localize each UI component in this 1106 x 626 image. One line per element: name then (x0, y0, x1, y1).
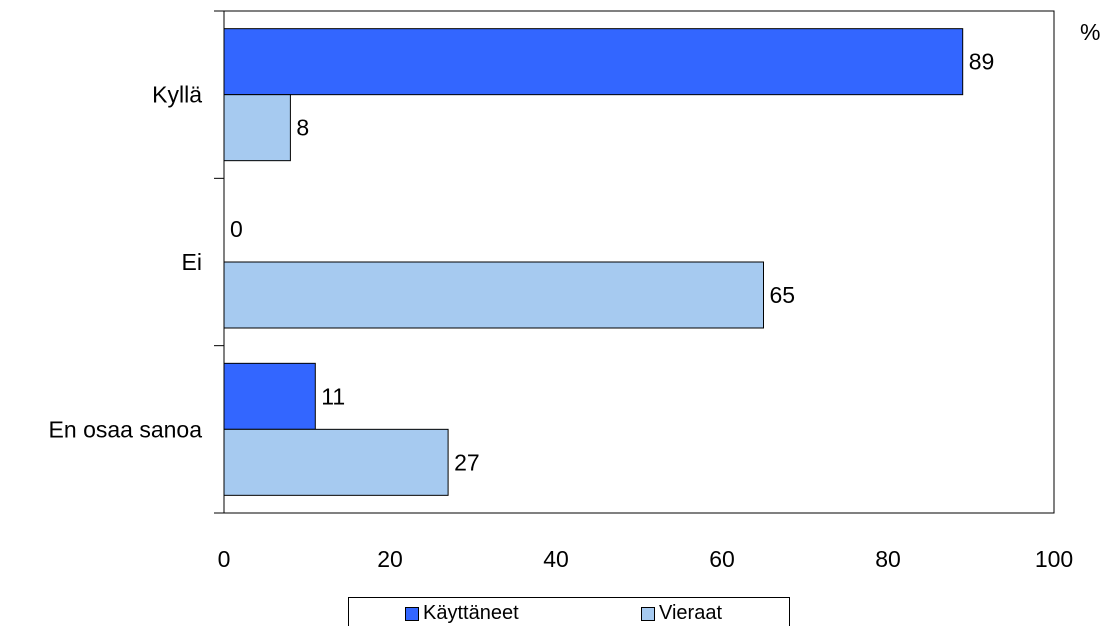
x-tick-label: 60 (709, 546, 735, 572)
data-label: 0 (230, 216, 243, 242)
x-tick-label: 40 (543, 546, 569, 572)
legend-swatch-vieraat (641, 606, 655, 621)
bar (223, 428, 449, 496)
legend-item-vieraat: Vieraat (641, 602, 722, 625)
x-tick-label: 80 (875, 546, 901, 572)
bar (223, 261, 764, 329)
legend-label-vieraat: Vieraat (659, 602, 723, 624)
category-label: Kyllä (152, 82, 202, 108)
data-label: 8 (296, 115, 309, 141)
data-label: 89 (969, 49, 995, 75)
category-label: Ei (182, 249, 202, 275)
data-label: 65 (770, 282, 796, 308)
data-label: 11 (321, 383, 345, 409)
x-tick-label: 20 (377, 546, 403, 572)
bar (223, 94, 291, 162)
bar (223, 28, 964, 96)
legend-swatch-kayttaneet (405, 606, 419, 621)
bar (223, 362, 316, 430)
legend: Käyttäneet Vieraat (348, 597, 790, 626)
x-tick-label: 100 (1035, 546, 1073, 572)
category-label: En osaa sanoa (49, 416, 203, 442)
x-tick-label: 0 (218, 546, 231, 572)
data-label: 27 (454, 449, 480, 475)
legend-label-kayttaneet: Käyttäneet (423, 602, 519, 624)
unit-label: % (1080, 19, 1100, 45)
legend-item-kayttaneet: Käyttäneet (405, 602, 519, 625)
